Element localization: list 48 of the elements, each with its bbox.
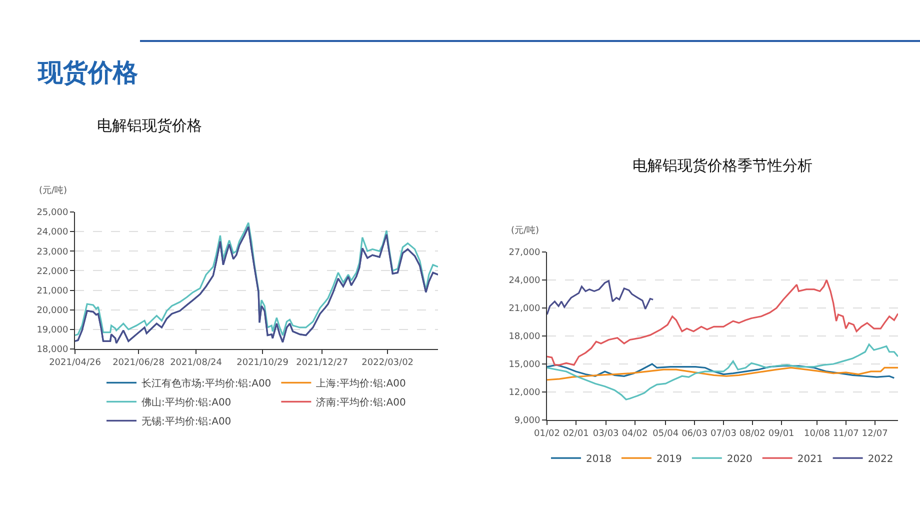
text: 现货价格 — [38, 57, 138, 89]
chart-title: 电解铝现货价格 — [96, 116, 202, 134]
x-tick-label: 12/07 — [862, 428, 888, 439]
legend-label: 长江有色市场:平均价:铝:A00 — [142, 378, 272, 390]
legend-label: 2022 — [868, 454, 894, 465]
y-tick-label: 21,000 — [36, 286, 68, 296]
y-tick-label: 18,000 — [36, 345, 68, 356]
legend-label: 佛山:平均价:铝:A00 — [142, 396, 232, 409]
y-tick-label: 25,000 — [36, 208, 68, 218]
x-tick-label: 2021/08/24 — [170, 358, 222, 368]
y-tick-label: 12,000 — [508, 388, 540, 398]
x-tick-label: 2021/06/28 — [112, 358, 165, 368]
x-tick-label: 10/08 — [804, 428, 830, 439]
legend-label: 2020 — [726, 454, 752, 465]
chart-title: 电解铝现货价格季节性分析 — [632, 156, 812, 174]
legend-label: 2018 — [586, 454, 612, 465]
legend-label: 上海:平均价:铝:A00 — [316, 378, 406, 390]
y-tick-label: 23,000 — [36, 247, 68, 258]
y-tick-label: 22,000 — [36, 266, 68, 277]
x-tick-label: 06/03 — [682, 428, 708, 439]
y-tick-label: 18,000 — [508, 332, 540, 342]
x-tick-label: 11/07 — [832, 428, 859, 439]
legend-label: 无锡:平均价:铝:A00 — [142, 416, 232, 428]
y-tick-label: 24,000 — [36, 228, 68, 238]
x-tick-label: 07/03 — [710, 428, 736, 439]
x-tick-label: 08/02 — [739, 428, 766, 439]
y-tick-label: 24,000 — [508, 276, 540, 286]
x-tick-label: 05/04 — [652, 428, 679, 439]
x-tick-label: 03/03 — [592, 428, 619, 439]
x-tick-label: 04/02 — [622, 428, 648, 439]
y-tick-label: 21,000 — [508, 304, 540, 314]
x-tick-label: 2021/10/29 — [236, 358, 289, 368]
x-tick-label: 2022/03/02 — [362, 358, 414, 368]
x-tick-label: 09/01 — [768, 428, 794, 439]
y-tick-label: 15,000 — [508, 360, 540, 370]
legend-label: 2021 — [797, 454, 823, 465]
x-tick-label: 2021/12/27 — [296, 358, 348, 368]
y-tick-label: 20,000 — [36, 306, 68, 316]
x-tick-label: 2021/04/26 — [49, 358, 102, 368]
legend-label: 济南:平均价:铝:A00 — [316, 396, 406, 409]
y-axis-title: (元/吨) — [39, 185, 68, 196]
y-tick-label: 9,000 — [514, 416, 540, 426]
y-tick-label: 19,000 — [36, 326, 68, 336]
x-tick-label: 01/02 — [534, 428, 560, 439]
x-tick-label: 02/01 — [562, 428, 589, 439]
y-axis-title: (元/吨) — [511, 225, 540, 236]
legend-label: 2019 — [656, 454, 682, 465]
y-tick-label: 27,000 — [508, 248, 540, 258]
